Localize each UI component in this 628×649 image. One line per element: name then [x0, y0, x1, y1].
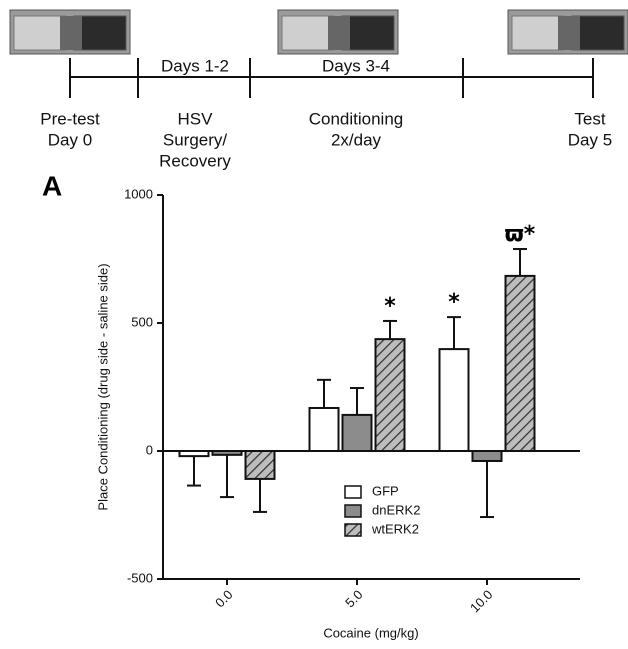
- stage-label: Pre-test: [40, 109, 100, 128]
- y-axis-label: Place Conditioning (drug side - saline s…: [95, 263, 110, 510]
- panel-label: A: [42, 170, 62, 201]
- timeline: [69, 58, 594, 98]
- legend-label: wtERK2: [371, 521, 419, 536]
- y-tick-label: 500: [131, 314, 153, 329]
- stage-label: Surgery/: [163, 130, 228, 149]
- x-tick-label: 10.0: [467, 587, 496, 616]
- x-tick-label: 5.0: [342, 587, 365, 610]
- y-tick-label: -500: [127, 570, 153, 585]
- legend-label: GFP: [372, 483, 399, 498]
- y-tick-label: 0: [146, 442, 153, 457]
- stage-label: Test: [574, 109, 605, 128]
- period-label: Days 1-2: [161, 56, 229, 75]
- stage-label: Recovery: [159, 151, 231, 170]
- legend-label: dnERK2: [372, 502, 420, 517]
- stage-label: Conditioning: [309, 109, 404, 128]
- bar: [178, 450, 210, 458]
- significance-marker: *: [384, 294, 396, 319]
- bar: [471, 450, 503, 462]
- x-tick-label: 0.0: [212, 587, 235, 610]
- x-axis-label: Cocaine (mg/kg): [323, 625, 418, 640]
- stage-label: Day 0: [48, 130, 92, 149]
- significance-marker: *: [448, 290, 460, 315]
- stage-label: 2x/day: [331, 130, 382, 149]
- stage-label: Day 5: [568, 130, 612, 149]
- chamber-icon: [9, 9, 131, 55]
- stage-label: HSV: [178, 109, 214, 128]
- significance-marker: ϖ*: [505, 222, 536, 247]
- chamber-icon: [507, 9, 628, 55]
- bar: [341, 413, 373, 452]
- bar: [244, 450, 276, 480]
- legend-swatch: [344, 504, 362, 518]
- bar: [438, 348, 470, 452]
- bar: [374, 338, 406, 452]
- legend-swatch: [344, 485, 362, 499]
- bar: [211, 450, 243, 456]
- period-label: Days 3-4: [322, 56, 390, 75]
- bar: [504, 274, 536, 452]
- chamber-icon: [277, 9, 399, 55]
- bar: [308, 406, 340, 453]
- legend-swatch: [344, 523, 362, 537]
- y-tick-label: 1000: [124, 186, 153, 201]
